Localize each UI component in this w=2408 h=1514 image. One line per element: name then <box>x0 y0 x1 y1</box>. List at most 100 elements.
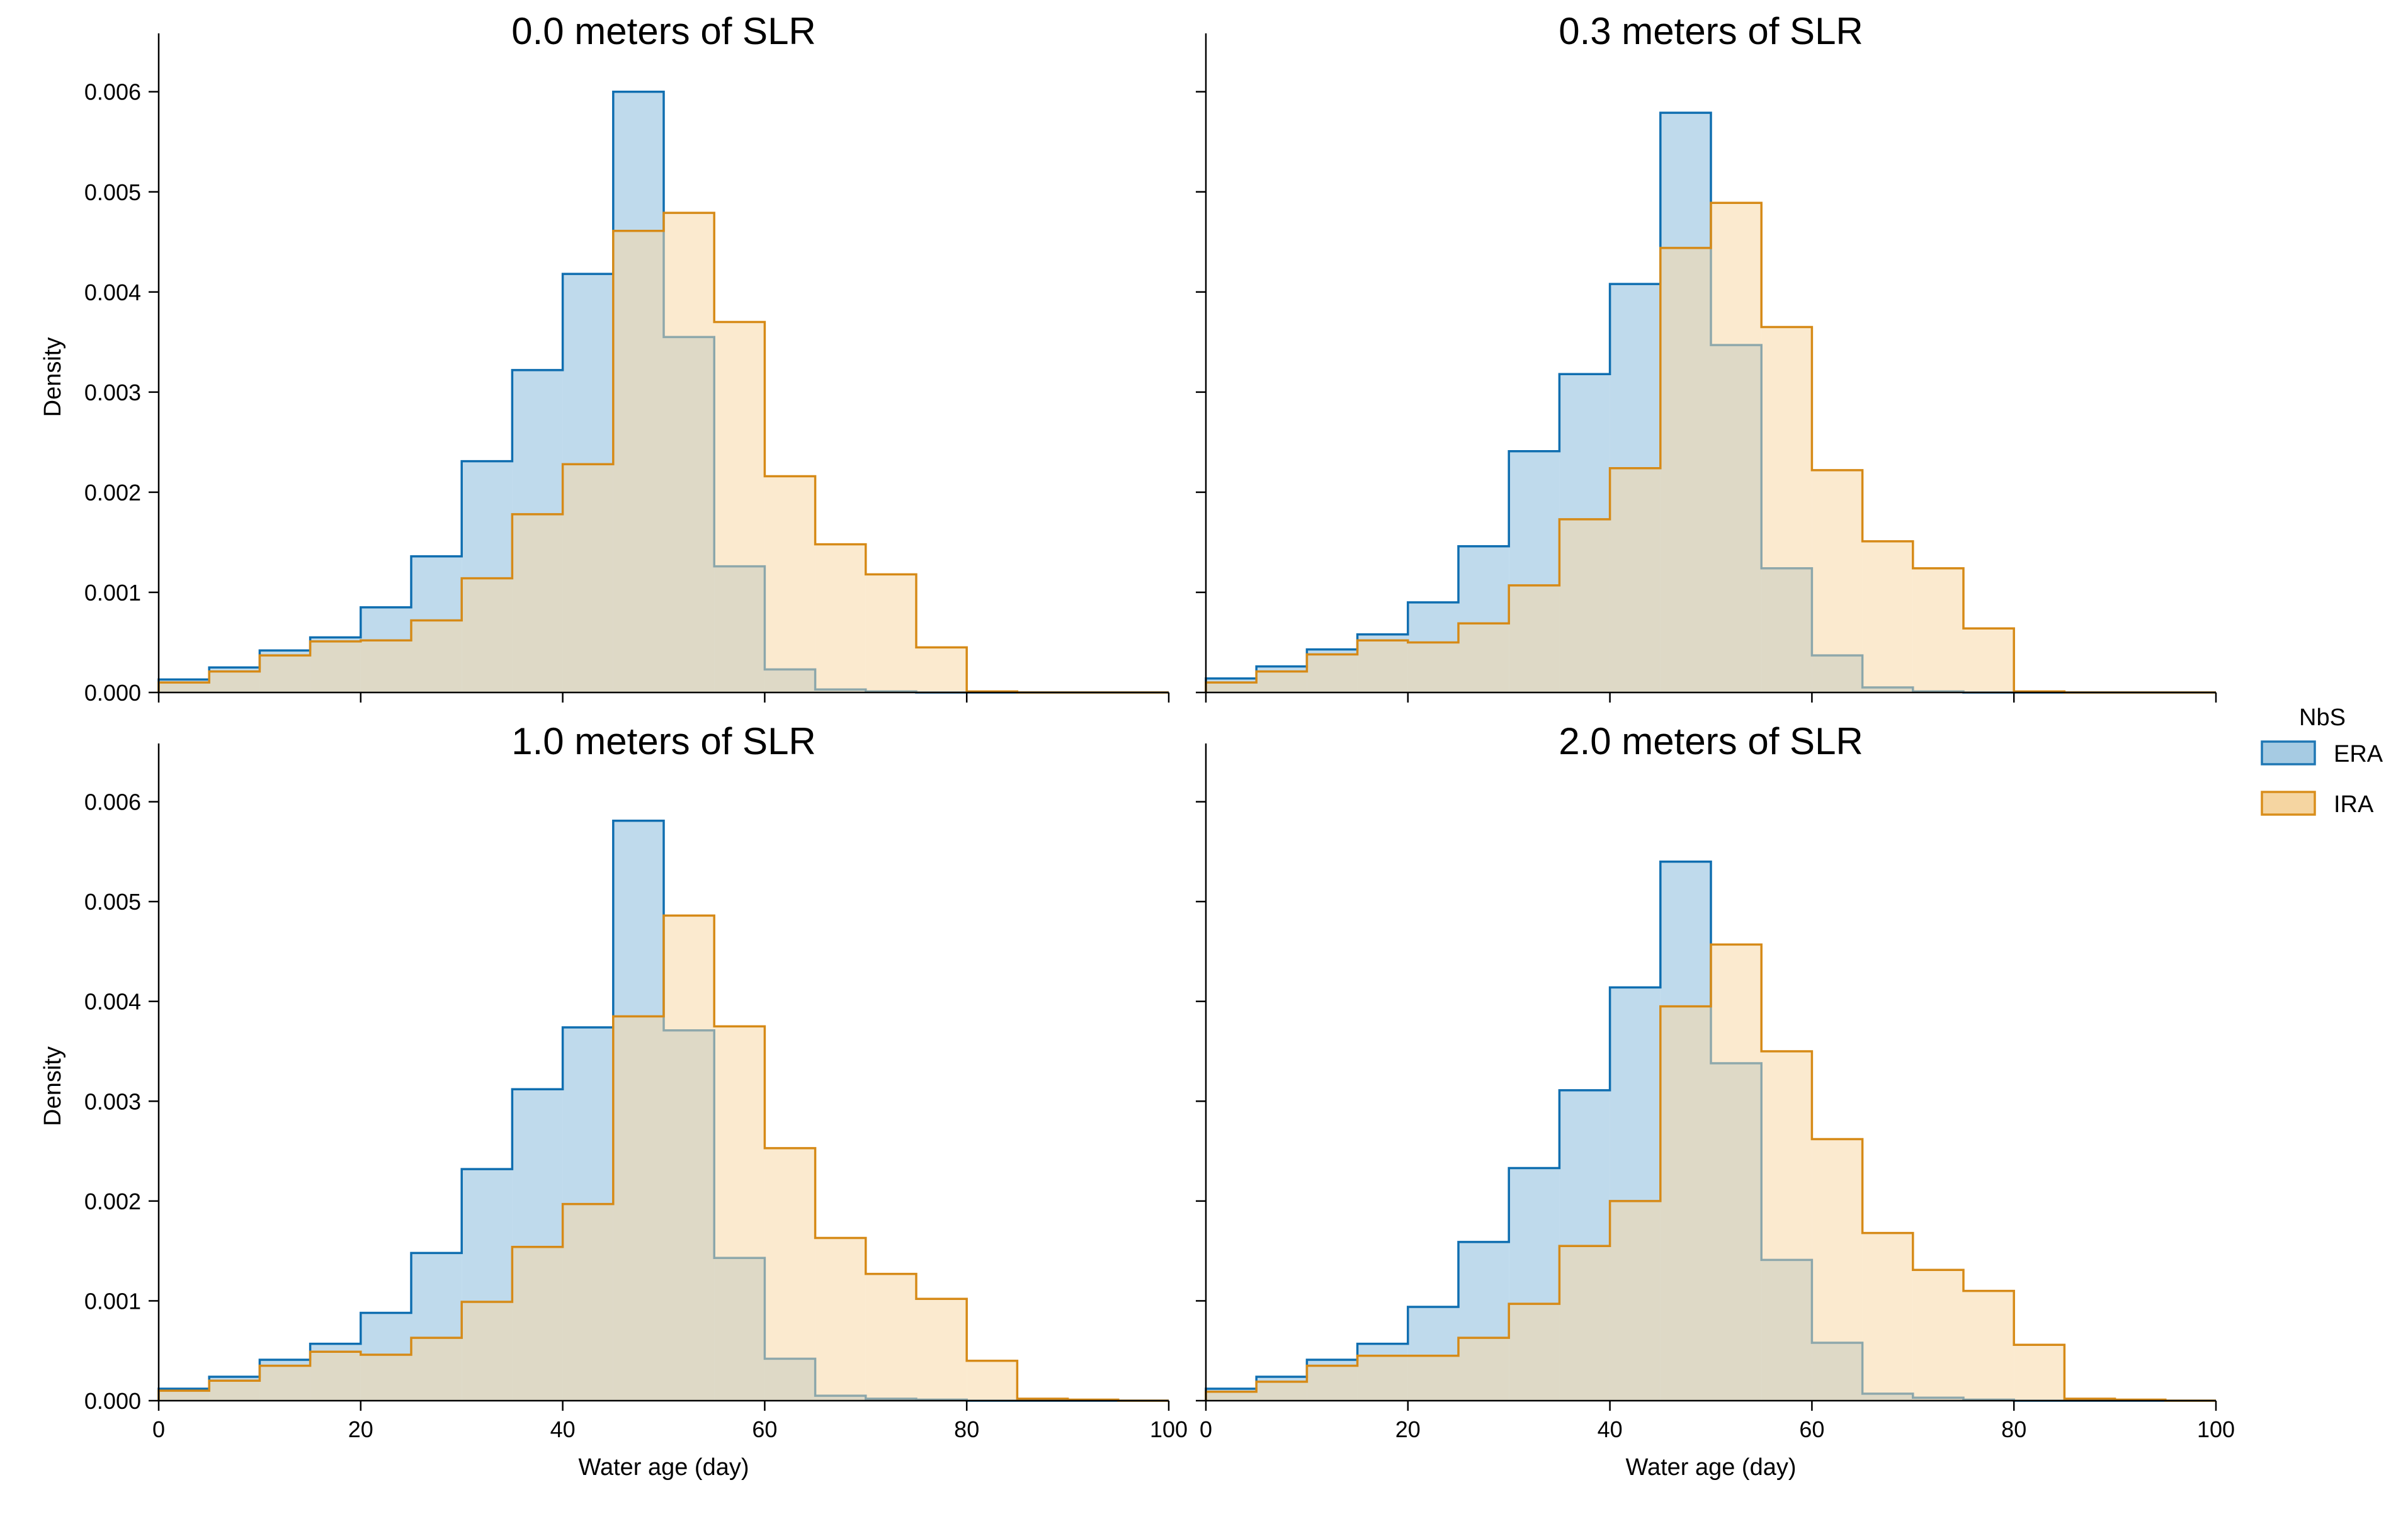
bar-ira <box>512 514 563 692</box>
y-axis-label: Density <box>40 337 66 417</box>
x-tick-label: 80 <box>954 1416 979 1442</box>
step-outline-ira <box>157 212 1169 694</box>
x-tick-label: 20 <box>1395 1416 1421 1442</box>
bar-ira <box>209 671 260 692</box>
bar-ira <box>259 1365 310 1401</box>
y-tick-label: 0.002 <box>84 480 141 506</box>
bar-ira <box>1963 628 2014 692</box>
bar-ira <box>1559 1246 1610 1401</box>
panel-4: 2.0 meters of SLR 0 20 40 60 80 100 Water age (… <box>1196 720 2235 1481</box>
bar-ira <box>967 1360 1018 1401</box>
x-axis-label: Water age (day) <box>1625 1454 1796 1481</box>
y-tick-label: 0.004 <box>84 989 141 1015</box>
bar-ira <box>1559 519 1610 692</box>
bar-ira <box>1912 568 1963 692</box>
bar-ira <box>512 1246 563 1401</box>
bar-ira <box>209 1381 260 1401</box>
bar-ira <box>1862 1233 1913 1401</box>
panel-title: 0.3 meters of SLR <box>1559 10 1863 52</box>
bar-ira <box>562 464 613 692</box>
legend: NbS ERA IRA <box>2261 704 2383 818</box>
bar-ira <box>1610 1200 1661 1401</box>
legend-label-ira: IRA <box>2334 791 2374 818</box>
bar-ira <box>764 476 815 692</box>
bar-ira <box>310 641 361 692</box>
bar-ira <box>865 574 916 692</box>
y-tick-label: 0.004 <box>84 280 141 305</box>
bar-ira <box>815 544 866 692</box>
bar-ira <box>310 1352 361 1401</box>
x-tick-label: 0 <box>152 1416 165 1442</box>
bar-ira <box>159 682 210 692</box>
bar-ira <box>916 1299 967 1401</box>
bar-ira <box>1307 1365 1358 1401</box>
step-outline-ira <box>1205 943 2216 1402</box>
bar-ira <box>411 620 462 692</box>
bar-ira <box>1862 541 1913 692</box>
step-outline-ira <box>1205 201 2216 694</box>
bar-ira <box>1660 1006 1711 1401</box>
x-tick-label: 60 <box>752 1416 777 1442</box>
bar-ira <box>1458 623 1509 692</box>
panel-3: 1.0 meters of SLR 0 20 40 60 80 100 0.000 0.001 0… <box>40 720 1188 1481</box>
bar-ira <box>1963 1291 2014 1401</box>
bar-ira <box>462 578 513 692</box>
bar-ira <box>1206 1391 1257 1401</box>
y-axis-label: Density <box>40 1046 66 1126</box>
bar-ira <box>360 640 411 692</box>
bar-ira <box>916 647 967 692</box>
series-ira <box>1205 943 2216 1402</box>
bar-ira <box>159 1391 210 1401</box>
bar-ira <box>1256 671 1307 692</box>
x-tick-label: 40 <box>1598 1416 1623 1442</box>
bar-ira <box>562 1204 613 1401</box>
y-tick-label: 0.003 <box>84 380 141 405</box>
x-tick-label: 60 <box>1799 1416 1824 1442</box>
bar-ira <box>1357 1355 1408 1401</box>
x-tick-label: 80 <box>2001 1416 2026 1442</box>
bar-ira <box>462 1302 513 1401</box>
y-tick-label: 0.006 <box>84 789 141 815</box>
y-tick-label: 0.002 <box>84 1189 141 1214</box>
x-axis-label: Water age (day) <box>578 1454 749 1481</box>
bar-ira <box>664 213 715 693</box>
bar-ira <box>865 1274 916 1401</box>
bar-ira <box>1660 247 1711 692</box>
x-tick-label: 20 <box>348 1416 373 1442</box>
bar-ira <box>613 1016 664 1401</box>
bar-ira <box>1761 1051 1812 1401</box>
y-tick-label: 0.003 <box>84 1088 141 1114</box>
bar-ira <box>714 1026 765 1401</box>
bar-ira <box>2014 1345 2065 1401</box>
bar-ira <box>1711 203 1762 692</box>
bar-ira <box>1458 1338 1509 1401</box>
panel-title: 1.0 meters of SLR <box>511 720 816 762</box>
bar-ira <box>815 1238 866 1401</box>
bar-ira <box>1357 640 1408 692</box>
panel-title: 0.0 meters of SLR <box>511 10 816 52</box>
x-tick-label: 0 <box>1200 1416 1212 1442</box>
y-tick-label: 0.006 <box>84 79 141 105</box>
bar-ira <box>1407 1355 1458 1401</box>
bar-ira <box>1307 654 1358 692</box>
legend-label-era: ERA <box>2334 741 2383 767</box>
bar-ira <box>1610 468 1661 692</box>
bar-ira <box>1711 944 1762 1401</box>
bar-ira <box>1812 470 1863 692</box>
x-tick-label: 40 <box>550 1416 576 1442</box>
y-tick-label: 0.000 <box>84 1388 141 1414</box>
bar-ira <box>714 322 765 692</box>
bar-ira <box>1256 1381 1307 1401</box>
bar-ira <box>1812 1139 1863 1401</box>
y-tick-label: 0.001 <box>84 580 141 606</box>
legend-swatch-era <box>2261 740 2316 765</box>
bar-ira <box>259 655 310 692</box>
bar-ira <box>360 1355 411 1401</box>
bar-ira <box>1509 585 1560 692</box>
panel-title: 2.0 meters of SLR <box>1559 720 1863 762</box>
panel-2: 0.3 meters of SLR <box>1196 10 2217 703</box>
x-tick-label: 100 <box>2197 1416 2235 1442</box>
series-ira <box>157 914 1169 1402</box>
